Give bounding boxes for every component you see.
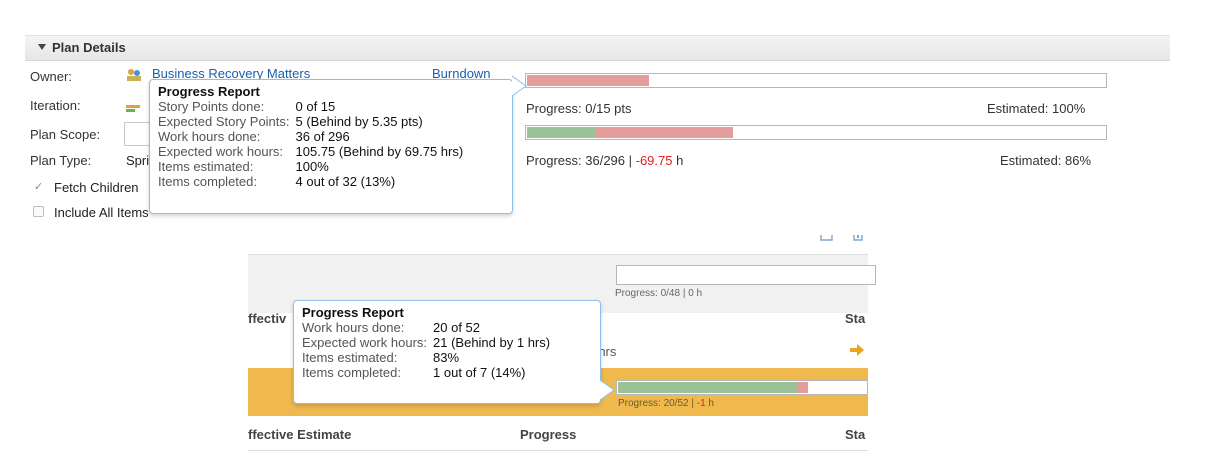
plan-scope-label: Plan Scope: bbox=[30, 127, 101, 142]
iteration-icon bbox=[126, 101, 140, 112]
progress-report-tooltip-lower: Progress Report Work hours done: 20 of 52… bbox=[293, 300, 601, 404]
tooltip-row: Items estimated: 100% bbox=[158, 159, 463, 174]
tooltip-value: 1 out of 7 (14%) bbox=[433, 365, 526, 380]
include-all-label: Include All Items bbox=[54, 205, 149, 220]
tooltip-key: Work hours done: bbox=[158, 129, 261, 144]
fetch-children-checkbox[interactable]: ✓ bbox=[34, 181, 44, 193]
owner-link[interactable]: Business Recovery Matters bbox=[152, 66, 311, 81]
fetch-children-label: Fetch Children bbox=[54, 180, 139, 195]
tooltip-value: 100% bbox=[295, 159, 329, 174]
tooltip-row: Expected Story Points: 5 (Behind by 5.35 … bbox=[158, 114, 463, 129]
row-progress-negative: -1 bbox=[696, 398, 706, 409]
tooltip-title: Progress Report bbox=[302, 305, 404, 320]
tooltip-row: Work hours done: 20 of 52 bbox=[302, 320, 550, 335]
tooltip-key: Work hours done: bbox=[302, 320, 405, 335]
progress-report-tooltip: Progress Report Story Points done: 0 of 1… bbox=[149, 79, 513, 214]
collapse-triangle-icon[interactable] bbox=[38, 44, 46, 50]
estimated-text-points: Estimated: 100% bbox=[987, 101, 1086, 116]
column-effective-estimate[interactable]: ffective Estimate bbox=[248, 427, 352, 442]
expand-icon[interactable] bbox=[820, 230, 834, 241]
burndown-progress-bar-hours bbox=[525, 125, 1107, 140]
plan-type-value: Spri bbox=[126, 153, 150, 168]
progress-hours-suffix: h bbox=[672, 153, 684, 168]
plan-type-label: Plan Type: bbox=[30, 153, 92, 168]
row-progress-text: Progress: 20/52 | -1 h bbox=[618, 398, 714, 409]
bar-segment-behind bbox=[798, 382, 808, 393]
row-progress-bar bbox=[616, 380, 868, 395]
tooltip-table: Work hours done: 20 of 52 Expected work ho… bbox=[302, 320, 550, 380]
owner-label: Owner: bbox=[30, 69, 72, 84]
tooltip-key: Items completed: bbox=[158, 174, 257, 189]
progress-hours-prefix: Progress: 36/296 | bbox=[526, 153, 636, 168]
tooltip-value: 0 of 15 bbox=[295, 99, 336, 114]
tooltip-key: Expected work hours: bbox=[302, 335, 428, 350]
team-area-icon bbox=[126, 68, 142, 82]
tooltip-pointer bbox=[599, 378, 616, 402]
tooltip-value: 20 of 52 bbox=[433, 320, 481, 335]
tooltip-row: Work hours done: 36 of 296 bbox=[158, 129, 463, 144]
progress-hours-negative: -69.75 bbox=[635, 153, 673, 168]
tooltip-row: Expected work hours: 21 (Behind by 1 hrs) bbox=[302, 335, 550, 350]
tooltip-key: Expected Story Points: bbox=[158, 114, 290, 129]
tooltip-row: Items completed: 1 out of 7 (14%) bbox=[302, 365, 550, 380]
column-effective-header-partial[interactable]: ffectiv bbox=[248, 311, 287, 326]
tooltip-pointer bbox=[511, 74, 528, 98]
include-all-checkbox[interactable] bbox=[33, 206, 44, 217]
bar-segment-done bbox=[527, 127, 596, 138]
tooltip-table: Story Points done: 0 of 15 Expected Story … bbox=[158, 99, 463, 189]
tooltip-value: 4 out of 32 (13%) bbox=[295, 174, 396, 189]
tooltip-key: Items estimated: bbox=[158, 159, 254, 174]
tooltip-key: Items completed: bbox=[302, 365, 401, 380]
tooltip-row: Items estimated: 83% bbox=[302, 350, 550, 365]
lower-header-progress-bar bbox=[616, 265, 876, 285]
tooltip-key: Items estimated: bbox=[302, 350, 398, 365]
column-status[interactable]: Sta bbox=[845, 427, 866, 442]
bar-segment-done bbox=[618, 382, 798, 393]
tooltip-value: 36 of 296 bbox=[295, 129, 350, 144]
progress-text-hours: Progress: 36/296 | -69.75 h bbox=[526, 153, 683, 168]
burndown-progress-bar-points bbox=[525, 73, 1107, 88]
bar-segment-behind bbox=[595, 127, 733, 138]
burndown-link[interactable]: Burndown bbox=[432, 66, 491, 81]
tooltip-value: 83% bbox=[433, 350, 460, 365]
estimated-text-hours: Estimated: 86% bbox=[1000, 153, 1092, 168]
collapse-icon[interactable] bbox=[852, 230, 866, 241]
arrow-right-icon[interactable] bbox=[850, 344, 864, 356]
tooltip-value: 5 (Behind by 5.35 pts) bbox=[295, 114, 423, 129]
tooltip-value: 105.75 (Behind by 69.75 hrs) bbox=[295, 144, 464, 159]
iteration-label: Iteration: bbox=[30, 98, 81, 113]
tooltip-key: Expected work hours: bbox=[158, 144, 284, 159]
tooltip-row: Story Points done: 0 of 15 bbox=[158, 99, 463, 114]
bar-segment-behind bbox=[527, 75, 649, 86]
progress-text-points: Progress: 0/15 pts bbox=[526, 101, 632, 116]
section-title: Plan Details bbox=[52, 40, 126, 55]
tooltip-value: 21 (Behind by 1 hrs) bbox=[433, 335, 551, 350]
tooltip-row: Items completed: 4 out of 32 (13%) bbox=[158, 174, 463, 189]
tooltip-title: Progress Report bbox=[158, 84, 260, 99]
tooltip-row: Expected work hours: 105.75 (Behind by 69… bbox=[158, 144, 463, 159]
column-status-header-partial[interactable]: Sta bbox=[845, 311, 866, 326]
plan-details-header[interactable]: Plan Details bbox=[25, 35, 1170, 61]
column-progress[interactable]: Progress bbox=[520, 427, 577, 442]
row-progress-suffix: h bbox=[705, 398, 714, 409]
row-progress-prefix: Progress: 20/52 | bbox=[618, 398, 697, 409]
tooltip-key: Story Points done: bbox=[158, 99, 265, 114]
lower-header-progress-text: Progress: 0/48 | 0 h bbox=[615, 288, 703, 299]
lower-column-headers: ffective Estimate Progress Sta bbox=[248, 420, 868, 451]
